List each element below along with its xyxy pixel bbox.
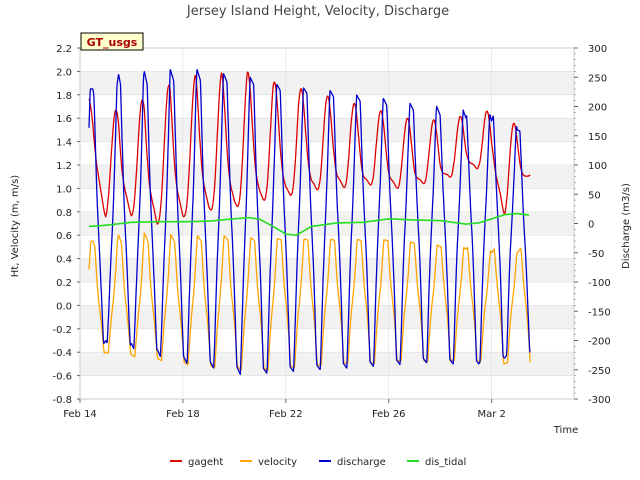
legend: gageht velocity discharge dis_tidal	[170, 457, 466, 468]
y-tick-label: -0.2	[52, 325, 72, 336]
x-tick-label: Feb 22	[269, 409, 303, 420]
y2-tick-label: 200	[588, 103, 607, 114]
y-tick-label: -0.8	[52, 395, 72, 406]
y-tick-label: 1.6	[56, 114, 72, 125]
y-tick-label: 0.6	[56, 231, 72, 242]
y2-tick-label: 0	[588, 220, 594, 231]
y-tick-label: 1.0	[56, 184, 72, 195]
x-axis: Feb 14 Feb 18 Feb 22 Feb 26 Mar 2	[63, 399, 506, 420]
series-line-velocity	[88, 232, 531, 372]
background-band	[80, 352, 574, 376]
legend-label-gageht: gageht	[188, 457, 223, 468]
y-tick-label: -0.6	[52, 372, 72, 383]
y2-tick-label: -50	[588, 249, 604, 260]
y2-tick-label: 150	[588, 132, 607, 143]
x-tick-label: Feb 26	[372, 409, 406, 420]
y-tick-label: 1.4	[56, 138, 72, 149]
x-axis-label: Time	[553, 425, 578, 436]
x-tick-label: Feb 14	[63, 409, 97, 420]
legend-label-dis_tidal: dis_tidal	[425, 457, 466, 468]
y-tick-label: 0.2	[56, 278, 72, 289]
y-tick-label: 1.2	[56, 161, 72, 172]
y-axis-label: Ht, Velocity (m, m/s)	[10, 175, 21, 278]
series-line-discharge	[88, 68, 531, 376]
station-badge: GT_usgs	[80, 32, 144, 51]
y-tick-label: 0.8	[56, 208, 72, 219]
chart-title: Jersey Island Height, Velocity, Discharg…	[186, 4, 449, 19]
y2-tick-label: -200	[588, 337, 611, 348]
y2-tick-label: 100	[588, 161, 607, 172]
background-band	[80, 305, 574, 329]
background-band	[80, 71, 574, 95]
y-tick-label: 1.8	[56, 91, 72, 102]
left-axis: -0.8 -0.6 -0.4 -0.2 0.0 0.2 0.4 0.6 0.8 1.0 1.2 1.4…	[52, 44, 80, 406]
x-tick-label: Mar 2	[477, 409, 505, 420]
station-badge-box	[80, 32, 144, 51]
x-tick-label: Feb 18	[166, 409, 200, 420]
legend-label-discharge: discharge	[337, 457, 386, 468]
y2-tick-label: -300	[588, 395, 611, 406]
y2-axis-label: Discharge (m3/s)	[621, 183, 632, 269]
station-badge-label: GT_usgs	[87, 36, 138, 49]
y2-tick-label: 300	[588, 44, 607, 55]
y2-tick-label: 50	[588, 190, 601, 201]
y2-tick-label: -100	[588, 278, 611, 289]
y-tick-label: 2.2	[56, 44, 72, 55]
y2-tick-label: -150	[588, 307, 611, 318]
y-tick-label: 0.4	[56, 255, 72, 266]
legend-label-velocity: velocity	[258, 457, 297, 468]
y-tick-label: 2.0	[56, 67, 72, 78]
y2-tick-label: 250	[588, 73, 607, 84]
series-layer	[88, 68, 531, 376]
right-axis: -300 -250 -200 -150 -100 -50 0 50 100 150 200 250 30…	[574, 44, 611, 406]
series-line-dis_tidal	[88, 212, 530, 236]
background-band	[80, 118, 574, 142]
y2-tick-label: -250	[588, 366, 611, 377]
y-tick-label: -0.4	[52, 348, 72, 359]
y-tick-label: 0.0	[56, 301, 72, 312]
